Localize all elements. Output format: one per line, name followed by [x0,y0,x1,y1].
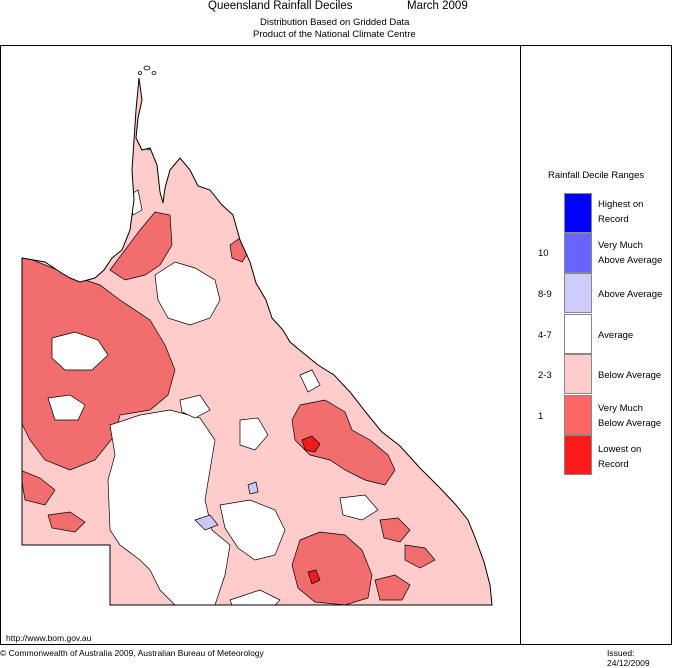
legend-label-highest: Highest on Record [598,197,674,227]
legend-label-average: Average [598,328,674,343]
above-average-region [194,514,219,531]
map-title: Queensland Rainfall Deciles [208,0,353,12]
legend-swatch-highest [564,193,592,233]
island [151,71,157,75]
average-region [107,409,231,605]
very-much-below-region [47,511,86,533]
legend-range-8-9: 8-9 [538,289,552,300]
very-much-below-region [291,399,396,486]
very-much-below-region [109,211,173,281]
legend-label-line: Above Average [598,255,663,266]
queensland-map [21,65,493,606]
legend-title: Rainfall Decile Ranges [548,170,645,181]
legend-label-line: Record [598,214,629,225]
legend-label-line: Record [598,459,629,470]
very-much-below-region [22,469,56,506]
average-region [239,417,269,451]
legend-label-line: Lowest on [598,444,642,455]
legend-label-line: Below Average [598,370,662,381]
average-region [51,331,109,371]
average-region [299,369,321,393]
legend-label-lowest: Lowest on Record [598,442,674,472]
legend-label-below: Below Average [598,368,674,383]
legend-swatch-very-much-above [564,233,592,273]
average-region [229,589,281,605]
legend-range-2-3: 2-3 [538,370,552,381]
map-month: March 2009 [407,0,468,12]
legend-range-4-7: 4-7 [538,330,552,341]
copyright-notice: © Commonwealth of Australia 2009, Austra… [0,648,264,658]
lowest-on-record-region [307,569,321,585]
legend-swatch-very-much-below [564,395,592,435]
legend-label-line: Very Much [598,240,643,251]
map-frame [0,45,672,645]
legend-label-line: Above Average [598,289,663,300]
very-much-below-region [374,574,411,601]
island [143,65,151,71]
very-much-below-region [291,531,373,605]
very-much-below-region [404,544,436,569]
legend-label-very-much-above: Very Much Above Average [598,238,674,268]
legend-swatch-lowest [564,435,592,475]
map-subtitle-distribution: Distribution Based on Gridded Data [260,17,410,28]
legend-swatch-below [564,354,592,394]
legend-range-10: 10 [538,248,549,259]
legend-range-1: 1 [538,411,544,422]
legend-label-above: Above Average [598,287,674,302]
legend-swatch-average [564,314,592,354]
average-region [339,494,379,521]
very-much-below-region [379,517,411,543]
average-region [47,394,86,421]
legend-label-line: Very Much [598,403,643,414]
lowest-on-record-region [301,435,321,453]
average-region [179,394,211,419]
legend-divider [520,45,521,645]
legend-label-line: Average [598,330,634,341]
legend-label-very-much-below: Very Much Below Average [598,401,674,431]
legend-label-line: Highest on [598,199,644,210]
legend-label-line: Below Average [598,418,662,429]
average-region [219,499,286,561]
map-subtitle-product: Product of the National Climate Centre [253,29,416,40]
average-region [144,137,159,151]
average-region [154,261,221,326]
bom-website-link[interactable]: http://www.bom.gov.au [6,633,92,643]
island [138,71,142,75]
legend-swatch-above [564,273,592,313]
issued-date: Issued: 24/12/2009 [607,648,650,668]
above-average-region [247,481,259,495]
